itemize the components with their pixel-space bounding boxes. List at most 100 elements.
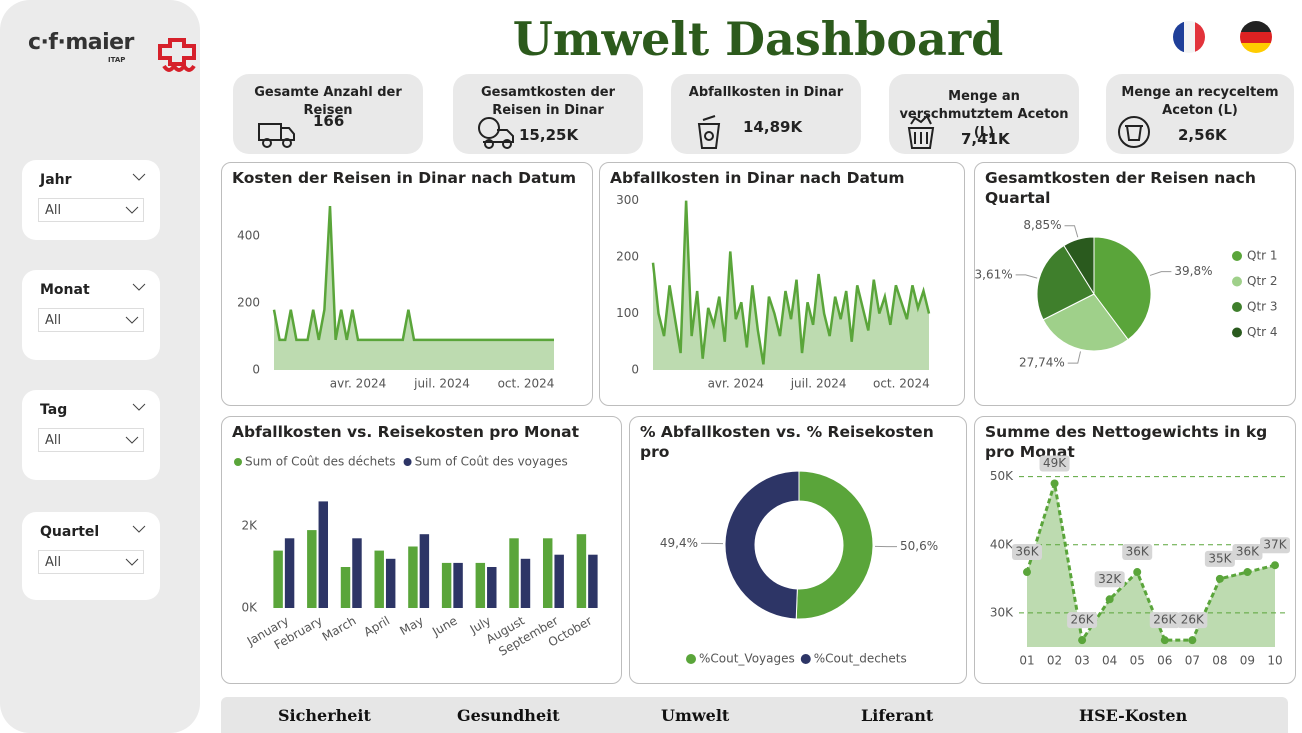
legend-marker xyxy=(234,458,242,466)
filter-dropdown[interactable]: All xyxy=(38,198,144,222)
kpi-label: Menge an verschmutztem Aceton (L) xyxy=(899,89,1069,140)
chart-title: Kosten der Reisen in Dinar nach Datum xyxy=(232,169,577,187)
chevron[interactable] xyxy=(132,524,146,534)
x-tick-label: 03 xyxy=(1074,654,1089,668)
chevron[interactable] xyxy=(132,282,146,292)
bar xyxy=(453,562,463,608)
kpi-label: Gesamte Anzahl der Reisen xyxy=(254,85,402,118)
legend-marker xyxy=(1232,251,1242,261)
data-label-bg xyxy=(1232,544,1263,561)
bar xyxy=(475,562,486,608)
filter-dropdown[interactable]: All xyxy=(38,428,144,452)
bar xyxy=(441,562,452,608)
point xyxy=(1023,568,1031,577)
data-label: 36K xyxy=(1236,545,1260,559)
legend-label: %Cout_dechets xyxy=(814,652,907,666)
x-tick-label: 01 xyxy=(1019,654,1034,668)
filter-value: All xyxy=(45,555,62,570)
filter-dropdown[interactable]: All xyxy=(38,550,144,574)
data-label-bg xyxy=(1094,571,1125,588)
kpi-icon xyxy=(697,115,721,149)
data-label: 50,6% xyxy=(900,539,938,553)
bar xyxy=(340,567,351,608)
chevron[interactable] xyxy=(132,172,146,182)
y-tick-label: 30K xyxy=(990,605,1014,619)
x-tick-label: juil. 2024 xyxy=(790,377,847,391)
chart-title: Abfallkosten vs. Reisekosten pro Monat xyxy=(232,423,580,441)
bar xyxy=(487,567,497,608)
nav-button[interactable]: Liferant xyxy=(861,706,934,725)
bar xyxy=(273,550,283,608)
chart-title: % Abfallkosten vs. % Reisekosten pro xyxy=(640,423,934,461)
point xyxy=(1215,574,1224,583)
legend-label: %Cout_Voyages xyxy=(699,652,795,666)
filter-card[interactable]: Tag All xyxy=(22,390,160,480)
legend-label: Qtr 2 xyxy=(1247,274,1278,288)
x-tick-label: 08 xyxy=(1212,654,1227,668)
filter-label: Quartel xyxy=(40,524,100,540)
data-label-bg xyxy=(1204,550,1235,567)
kpi-value: 166 xyxy=(313,112,345,130)
kpi-icon xyxy=(258,123,295,148)
bar xyxy=(385,558,396,608)
legend-label: Qtr 1 xyxy=(1247,249,1278,263)
data-label: 26K xyxy=(1071,613,1095,627)
data-label-bg xyxy=(1039,455,1070,472)
chart: 0 100 200 300 avr. 2024 juil. 2024 oct. 2024 xyxy=(616,193,931,391)
y-tick-label: 0K xyxy=(241,601,258,615)
point xyxy=(1078,636,1087,645)
nav-bar: Sicherheit Gesundheit Umwelt Liferant HS… xyxy=(221,697,1288,733)
chevron[interactable] xyxy=(132,402,146,412)
chart-panel: % Abfallkosten vs. % Reisekosten pro 50,… xyxy=(629,416,967,684)
kpi-value: 14,89K xyxy=(743,118,803,136)
chart-panel: Kosten der Reisen in Dinar nach Datum 0 2… xyxy=(221,162,593,406)
chart-panel: Summe des Nettogewichts in kg pro Monat … xyxy=(974,416,1296,684)
kpi-icon xyxy=(1118,116,1150,148)
data-label: 37K xyxy=(1263,538,1287,552)
line xyxy=(1025,482,1276,645)
point xyxy=(1160,636,1169,645)
x-tick-label: March xyxy=(320,614,359,644)
filter-value: All xyxy=(45,313,62,328)
data-label: 35K xyxy=(1208,551,1232,565)
filter-card[interactable]: Quartel All xyxy=(22,512,160,600)
nav-button[interactable]: Gesundheit xyxy=(457,706,560,725)
chart-title: Gesamtkosten der Reisen nach Quartal xyxy=(985,169,1256,207)
data-label-bg xyxy=(1177,612,1208,629)
chart-panel: Gesamtkosten der Reisen nach Quartal 39,… xyxy=(974,162,1296,406)
y-tick-label: 100 xyxy=(616,306,639,320)
filter-dropdown[interactable]: All xyxy=(38,308,144,332)
flag-de[interactable] xyxy=(1239,20,1273,54)
y-tick-label: 50K xyxy=(990,469,1014,483)
page-title: Umwelt Dashboard xyxy=(512,12,1004,66)
x-tick-label: 05 xyxy=(1130,654,1145,668)
nav-button[interactable]: Umwelt xyxy=(661,706,730,725)
leader-line xyxy=(1067,351,1082,364)
data-label: 39,8% xyxy=(1174,264,1212,278)
nav-button[interactable]: HSE-Kosten xyxy=(1079,706,1188,725)
bar xyxy=(509,538,519,608)
point xyxy=(1271,561,1279,570)
pie-slice xyxy=(1093,236,1152,341)
legend-marker xyxy=(1232,302,1242,312)
chart: 0K 2K Sum of Coût des déchets Sum of Coût d… xyxy=(234,455,598,659)
x-tick-label: 02 xyxy=(1047,654,1062,668)
chart: 50,6% 49,4% %Cout_Voyages %Cout_dechets xyxy=(660,470,938,666)
y-tick-label: 0 xyxy=(631,363,639,377)
filter-card[interactable]: Monat All xyxy=(22,270,160,360)
pie-slice xyxy=(1042,293,1129,352)
pie-slice xyxy=(1063,236,1095,296)
donut-segment xyxy=(795,470,874,620)
kpi-card: Gesamtkosten der Reisen in Dinar 15,25K xyxy=(453,74,643,154)
nav-button[interactable]: Sicherheit xyxy=(278,706,371,725)
flag-fr[interactable] xyxy=(1172,20,1206,54)
leader-line xyxy=(1015,274,1038,279)
y-tick-label: 2K xyxy=(241,519,258,533)
sidebar xyxy=(0,0,200,733)
kpi-card: Menge an recyceltem Aceton (L) 2,56K xyxy=(1106,74,1294,154)
x-tick-label: 06 xyxy=(1157,654,1172,668)
data-label-bg xyxy=(1012,544,1042,561)
kpi-icon xyxy=(478,117,514,149)
data-label: 49,4% xyxy=(660,536,698,550)
filter-card[interactable]: Jahr All xyxy=(22,160,160,240)
